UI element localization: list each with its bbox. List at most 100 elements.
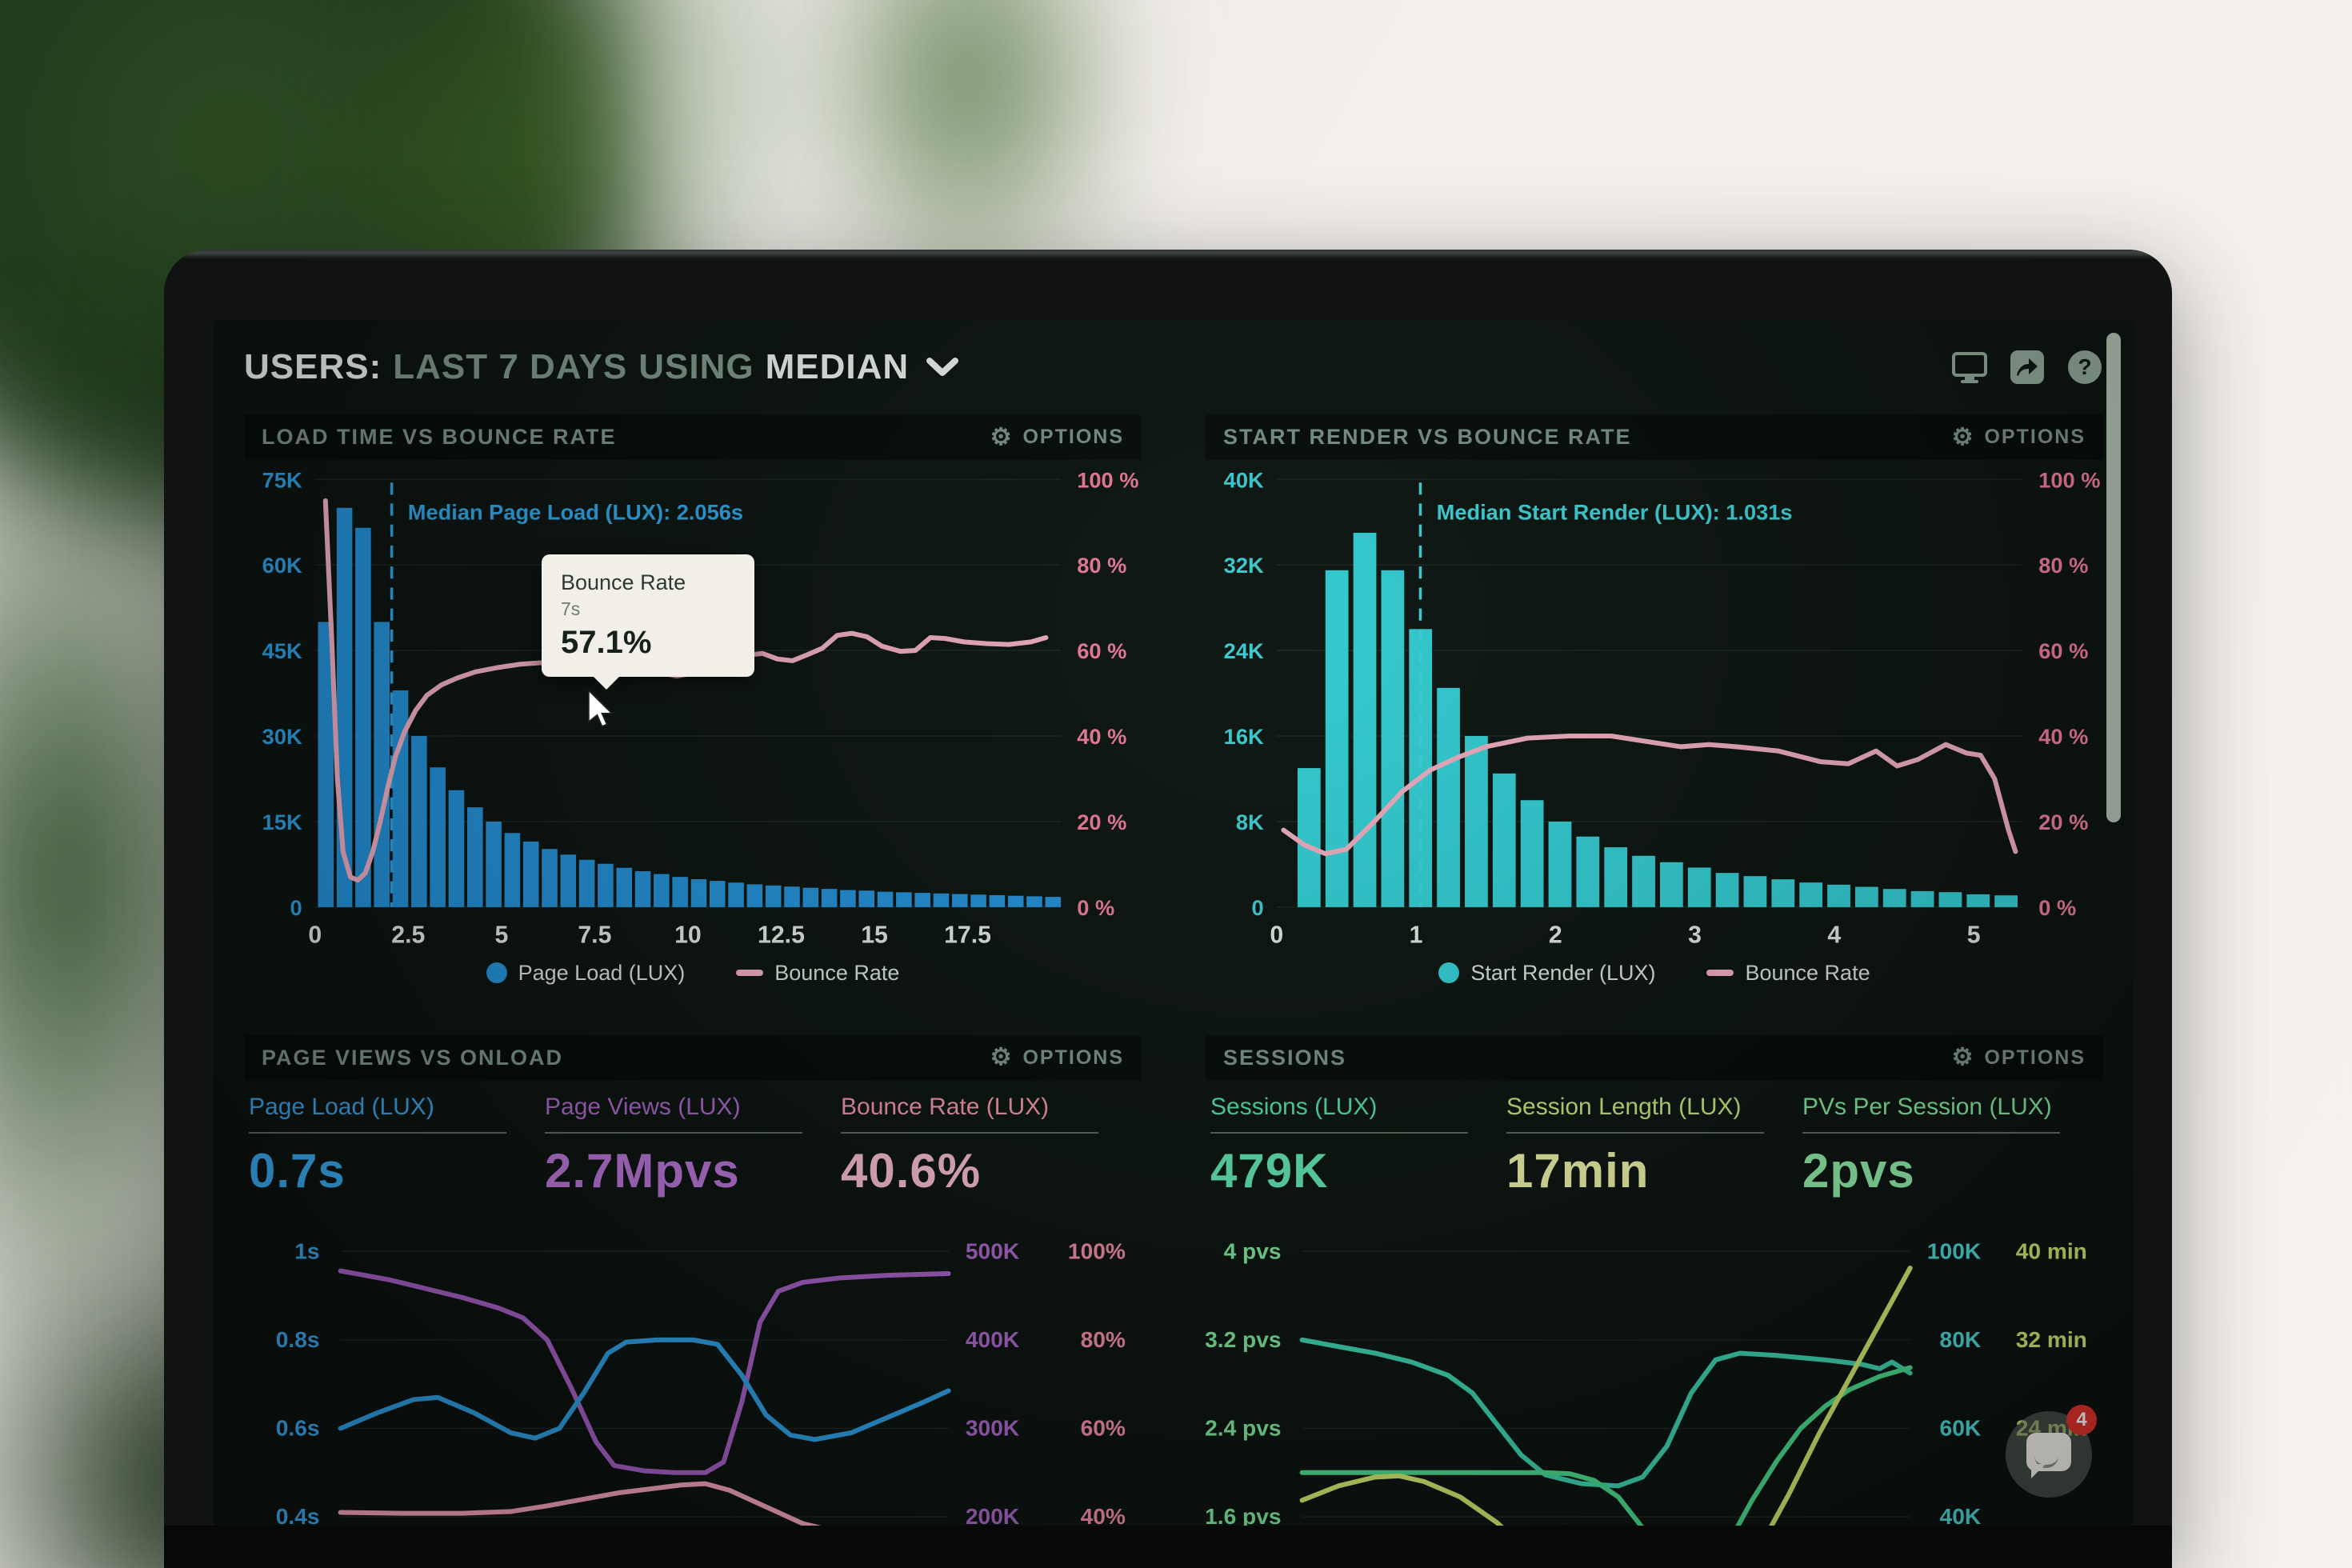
- metric-value: 0.7s: [249, 1143, 346, 1198]
- svg-text:32 min: 32 min: [2016, 1326, 2087, 1351]
- options-label: OPTIONS: [1984, 1046, 2086, 1069]
- svg-text:40K: 40K: [1940, 1504, 1982, 1526]
- legend-item: Page Load (LUX): [486, 960, 686, 986]
- legend-item: Bounce Rate: [1706, 961, 1870, 986]
- metric-value: 40.6%: [841, 1143, 982, 1198]
- gear-icon: ⚙: [1951, 423, 1975, 450]
- svg-text:60K: 60K: [262, 553, 302, 578]
- svg-text:12.5: 12.5: [758, 922, 805, 948]
- metric-divider: [1506, 1131, 1764, 1134]
- svg-text:400K: 400K: [966, 1326, 1020, 1351]
- laptop-lid-rim: [164, 250, 2172, 255]
- svg-text:2: 2: [1549, 922, 1562, 948]
- svg-text:0.4s: 0.4s: [276, 1504, 320, 1526]
- svg-text:40 %: 40 %: [1077, 724, 1126, 749]
- svg-text:16K: 16K: [1224, 724, 1264, 749]
- gear-icon: ⚙: [990, 423, 1014, 450]
- svg-text:4 pvs: 4 pvs: [1224, 1238, 1282, 1263]
- svg-text:15K: 15K: [262, 810, 302, 834]
- svg-text:60 %: 60 %: [1077, 638, 1126, 663]
- svg-text:0: 0: [1251, 895, 1263, 920]
- metric-page-load: Page Load (LUX) 0.7s: [249, 1094, 545, 1198]
- panel-body: 4 pvs 100K 40 min 3.2 pvs 80K 32 min 2.4 pvs 60…: [1206, 1202, 2103, 1526]
- svg-text:?: ?: [2078, 354, 2091, 379]
- svg-text:Median Page Load (LUX): 2.056s: Median Page Load (LUX): 2.056s: [408, 500, 743, 525]
- metric-value: 2pvs: [1802, 1143, 1915, 1198]
- svg-text:40 %: 40 %: [2038, 724, 2088, 749]
- svg-text:30K: 30K: [262, 724, 302, 749]
- svg-text:3.2 pvs: 3.2 pvs: [1206, 1326, 1282, 1351]
- options-label: OPTIONS: [1984, 426, 2086, 448]
- dashboard-header: USERS: LAST 7 DAYS USING MEDIAN: [244, 347, 2103, 387]
- svg-text:75K: 75K: [262, 467, 302, 492]
- options-label: OPTIONS: [1022, 426, 1124, 448]
- svg-text:200K: 200K: [966, 1504, 1020, 1526]
- svg-text:0.6s: 0.6s: [276, 1415, 320, 1440]
- panel-header: LOAD TIME VS BOUNCE RATE ⚙ OPTIONS: [244, 414, 1142, 460]
- laptop: USERS: LAST 7 DAYS USING MEDIAN: [164, 250, 2172, 1568]
- metric-divider: [1802, 1131, 2060, 1134]
- svg-text:0 %: 0 %: [2038, 895, 2076, 920]
- notification-badge: 4: [2066, 1405, 2097, 1435]
- panel-title: SESSIONS: [1223, 1045, 1347, 1070]
- screen: USERS: LAST 7 DAYS USING MEDIAN: [214, 320, 2134, 1526]
- svg-text:20 %: 20 %: [1077, 810, 1126, 834]
- share-icon[interactable]: [2009, 349, 2046, 386]
- svg-text:80 %: 80 %: [2038, 553, 2088, 578]
- svg-text:5: 5: [1967, 922, 1981, 948]
- metric-label: Page Views (LUX): [545, 1093, 741, 1120]
- metric-label: Session Length (LUX): [1506, 1093, 1742, 1120]
- svg-text:300K: 300K: [966, 1415, 1020, 1440]
- page-views-chart: 1s 500K 100% 0.8s 400K 80% 0.6s 300K 60% 0.4s 200K…: [276, 1238, 1126, 1526]
- svg-text:60K: 60K: [1940, 1415, 1982, 1440]
- display-icon[interactable]: [1951, 349, 1988, 386]
- page-title[interactable]: USERS: LAST 7 DAYS USING MEDIAN: [244, 347, 959, 387]
- metric-value: 17min: [1506, 1143, 1650, 1198]
- chat-widget[interactable]: 4: [2006, 1405, 2097, 1498]
- svg-text:80%: 80%: [1081, 1326, 1126, 1351]
- title-users: USERS:: [244, 347, 382, 386]
- panel-start-render: START RENDER VS BOUNCE RATE ⚙ OPTIONS 40…: [1206, 414, 2103, 986]
- svg-text:0 %: 0 %: [1077, 895, 1114, 920]
- svg-text:24K: 24K: [1224, 638, 1264, 663]
- tooltip-title: Bounce Rate: [561, 570, 686, 594]
- svg-text:0.8s: 0.8s: [276, 1326, 320, 1351]
- svg-text:32K: 32K: [1224, 553, 1264, 578]
- svg-text:2.5: 2.5: [391, 922, 425, 948]
- panel-title: PAGE VIEWS VS ONLOAD: [262, 1045, 564, 1070]
- title-range: LAST 7 DAYS: [393, 347, 628, 386]
- options-button[interactable]: ⚙ OPTIONS: [990, 1046, 1124, 1070]
- dashboard: USERS: LAST 7 DAYS USING MEDIAN: [214, 320, 2134, 1526]
- panel-header: PAGE VIEWS VS ONLOAD ⚙ OPTIONS: [244, 1034, 1142, 1081]
- svg-text:1: 1: [1410, 922, 1423, 948]
- panel-body: 1s 500K 100% 0.8s 400K 80% 0.6s 300K 60% 0.4s 200K…: [244, 1202, 1142, 1526]
- scrollbar[interactable]: [2106, 333, 2121, 822]
- svg-text:60 %: 60 %: [2038, 638, 2088, 663]
- svg-text:10: 10: [674, 922, 702, 948]
- svg-text:40%: 40%: [1081, 1504, 1126, 1526]
- tooltip: Bounce Rate 7s 57.1%: [542, 554, 754, 690]
- svg-text:60%: 60%: [1081, 1415, 1126, 1440]
- help-icon[interactable]: ?: [2066, 349, 2103, 386]
- svg-text:0: 0: [308, 922, 322, 948]
- chevron-down-icon[interactable]: [926, 358, 959, 377]
- metric-label: Bounce Rate (LUX): [841, 1093, 1050, 1120]
- svg-text:5: 5: [494, 922, 508, 948]
- load-time-chart: 75K 100 % 60K 80 % 45K 60 % 30K 40 % 15K 20 % 0 0 %…: [262, 467, 1139, 948]
- options-button[interactable]: ⚙ OPTIONS: [1952, 1046, 2086, 1070]
- legend: Page Load (LUX) Bounce Rate: [244, 961, 1142, 986]
- metric-pvs-per-session: PVs Per Session (LUX) 2pvs: [1802, 1094, 2098, 1198]
- options-button[interactable]: ⚙ OPTIONS: [990, 423, 1124, 450]
- panel-load-time: LOAD TIME VS BOUNCE RATE ⚙ OPTIONS 75K 10…: [244, 414, 1142, 986]
- tooltip-x: 7s: [561, 598, 581, 619]
- legend-label: Bounce Rate: [774, 960, 900, 985]
- legend-swatch: [1706, 970, 1734, 976]
- options-button[interactable]: ⚙ OPTIONS: [1951, 423, 2086, 450]
- svg-text:Median Start Render (LUX): 1.0: Median Start Render (LUX): 1.031s: [1437, 500, 1793, 525]
- svg-text:17.5: 17.5: [944, 922, 991, 948]
- legend-label: Page Load (LUX): [518, 960, 686, 985]
- svg-text:500K: 500K: [966, 1238, 1020, 1263]
- title-metric: MEDIAN: [765, 347, 910, 386]
- legend-swatch: [1438, 962, 1460, 983]
